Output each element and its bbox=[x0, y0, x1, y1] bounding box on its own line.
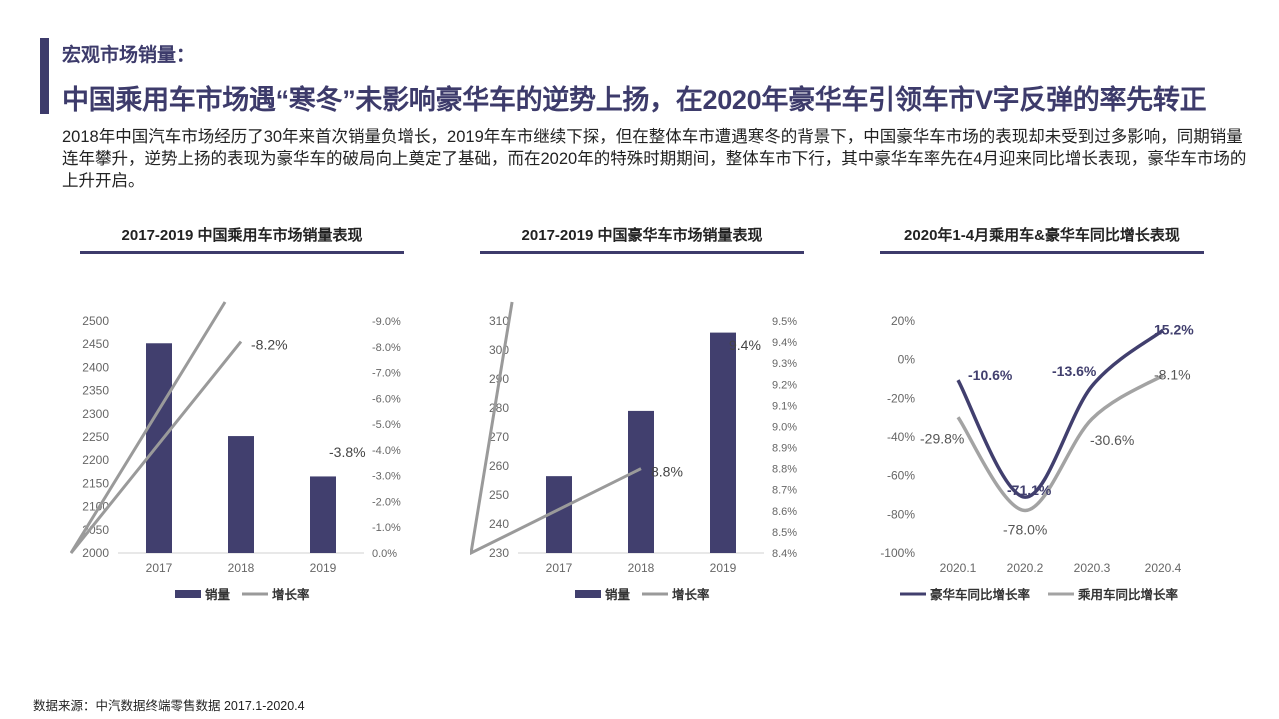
chart3-passenger-line bbox=[956, 373, 1164, 513]
chart2-y-tick-label: 280 bbox=[489, 401, 509, 415]
chart3-y-tick-label: -100% bbox=[880, 546, 915, 560]
chart2-y2-tick-label: 9.1% bbox=[772, 400, 797, 412]
chart2-legend-label: 增长率 bbox=[672, 587, 710, 602]
chart2-y-tick-label: 240 bbox=[489, 517, 509, 531]
chart2-y2-tick-label: 8.6% bbox=[772, 506, 797, 518]
chart3-x-tick-label: 2020.4 bbox=[1145, 561, 1182, 575]
chart1-y2-tick-label: -5.0% bbox=[372, 419, 401, 431]
chart2-y-tick-label: 250 bbox=[489, 488, 509, 502]
chart1-bar bbox=[310, 476, 336, 553]
passenger-sales-chart: 2500245024002350230022502200215021002050… bbox=[70, 301, 401, 602]
chart3-passenger-data-label: -30.6% bbox=[1090, 432, 1134, 448]
chart3-title-rule bbox=[880, 251, 1204, 254]
chart2-title: 2017-2019 中国豪华车市场销量表现 bbox=[521, 227, 763, 244]
chart3-legend-label: 乘用车同比增长率 bbox=[1077, 587, 1179, 602]
chart3-y-tick-label: -40% bbox=[887, 430, 915, 444]
luxury-sales-chart: 3103002902802702602502402309.5%9.4%9.3%9… bbox=[470, 301, 797, 602]
chart1-bar bbox=[228, 436, 254, 553]
chart2-x-tick-label: 2018 bbox=[628, 561, 655, 575]
chart2-legend-label: 销量 bbox=[605, 587, 631, 602]
chart1-y2-tick-label: -9.0% bbox=[372, 316, 401, 328]
chart2-growth-data-label: 9.4% bbox=[729, 337, 761, 353]
chart1-y-tick-label: 2150 bbox=[82, 476, 109, 490]
chart2-legend-swatch-bar bbox=[575, 590, 601, 598]
chart1-growth-data-label: -3.8% bbox=[329, 444, 366, 460]
chart2-y-tick-label: 270 bbox=[489, 430, 509, 444]
chart1-x-tick-label: 2017 bbox=[146, 561, 173, 575]
chart1-title-rule bbox=[80, 251, 404, 254]
chart3-y-tick-label: -20% bbox=[887, 391, 915, 405]
chart3-x-tick-label: 2020.3 bbox=[1074, 561, 1111, 575]
accent-bar bbox=[40, 38, 49, 114]
chart1-y2-tick-label: 0.0% bbox=[372, 548, 397, 560]
chart3-y-tick-label: -60% bbox=[887, 469, 915, 483]
data-source-note: 数据来源：中汽数据终端零售数据 2017.1-2020.4 bbox=[33, 699, 305, 713]
chart1-growth-data-label: -8.2% bbox=[251, 337, 288, 353]
chart1-y2-tick-label: -6.0% bbox=[372, 393, 401, 405]
chart2-y2-tick-label: 8.9% bbox=[772, 443, 797, 455]
chart1-title: 2017-2019 中国乘用车市场销量表现 bbox=[121, 227, 363, 244]
chart3-luxury-line bbox=[956, 328, 1165, 499]
chart2-y2-tick-label: 8.5% bbox=[772, 527, 797, 539]
chart3-y-tick-label: 0% bbox=[898, 353, 916, 367]
chart1-legend-swatch-bar bbox=[175, 590, 201, 598]
chart3-passenger-data-label: -8.1% bbox=[1154, 366, 1191, 382]
chart1-y2-tick-label: -4.0% bbox=[372, 445, 401, 457]
chart2-x-tick-label: 2017 bbox=[546, 561, 573, 575]
chart2-y-tick-label: 260 bbox=[489, 459, 509, 473]
chart2-y2-tick-label: 9.2% bbox=[772, 379, 797, 391]
chart1-y2-tick-label: -3.0% bbox=[372, 471, 401, 483]
chart2-y2-tick-label: 9.4% bbox=[772, 337, 797, 349]
chart2-y2-tick-label: 8.4% bbox=[772, 548, 797, 560]
chart3-legend-label: 豪华车同比增长率 bbox=[930, 587, 1031, 602]
chart2-y2-tick-label: 9.5% bbox=[772, 316, 797, 328]
chart3-x-tick-label: 2020.1 bbox=[940, 561, 977, 575]
chart3-title: 2020年1-4月乘用车&豪华车同比增长表现 bbox=[904, 227, 1180, 244]
chart2-y2-tick-label: 8.7% bbox=[772, 485, 797, 497]
chart3-x-tick-label: 2020.2 bbox=[1007, 561, 1044, 575]
chart2-y2-tick-label: 8.8% bbox=[772, 464, 797, 476]
chart1-growth-line bbox=[70, 301, 243, 554]
chart1-y-tick-label: 2400 bbox=[82, 360, 109, 374]
chart1-y2-tick-label: -1.0% bbox=[372, 522, 401, 534]
chart1-y2-tick-label: -7.0% bbox=[372, 368, 401, 380]
chart1-y-tick-label: 2500 bbox=[82, 314, 109, 328]
chart3-passenger-data-label: -29.8% bbox=[920, 430, 964, 446]
growth-comparison-chart: 20% 0% -20% -40% -60% -80% -100% 2020.1 2020.2 20… bbox=[880, 314, 1194, 602]
chart2-bar bbox=[710, 332, 736, 553]
chart1-x-tick-label: 2019 bbox=[310, 561, 337, 575]
chart1-y-tick-label: 2300 bbox=[82, 407, 109, 421]
chart1-y-tick-label: 2000 bbox=[82, 546, 109, 560]
chart2-x-tick-label: 2019 bbox=[710, 561, 737, 575]
chart3-y-tick-label: 20% bbox=[891, 314, 915, 328]
chart2-title-rule bbox=[480, 251, 804, 254]
chart2-y2-tick-label: 9.3% bbox=[772, 358, 797, 370]
chart2-y2-tick-label: 9.0% bbox=[772, 421, 797, 433]
chart2-y-tick-label: 230 bbox=[489, 546, 509, 560]
chart1-y2-tick-label: -8.0% bbox=[372, 342, 401, 354]
chart1-y-tick-label: 2250 bbox=[82, 430, 109, 444]
chart1-bar bbox=[146, 343, 172, 553]
intro-paragraph: 2018年中国汽车市场经历了30年来首次销量负增长，2019年车市继续下探，但在… bbox=[62, 128, 1247, 190]
chart1-x-tick-label: 2018 bbox=[228, 561, 255, 575]
chart2-bar bbox=[628, 410, 654, 553]
chart3-luxury-data-label: -13.6% bbox=[1052, 363, 1097, 379]
chart2-growth-line bbox=[470, 301, 642, 556]
chart3-luxury-data-label: -71.1% bbox=[1007, 482, 1052, 498]
section-kicker: 宏观市场销量： bbox=[62, 45, 196, 66]
chart1-legend-label: 增长率 bbox=[272, 587, 310, 602]
chart1-y-tick-label: 2450 bbox=[82, 337, 109, 351]
chart1-legend-label: 销量 bbox=[205, 587, 231, 602]
chart2-y-tick-label: 310 bbox=[489, 314, 509, 328]
chart1-y2-tick-label: -2.0% bbox=[372, 496, 401, 508]
chart1-y-tick-label: 2350 bbox=[82, 384, 109, 398]
chart3-luxury-data-label: -10.6% bbox=[968, 367, 1013, 383]
page-title: 中国乘用车市场遇“寒冬”未影响豪华车的逆势上扬，在2020年豪华车引领车市V字反… bbox=[62, 85, 1207, 115]
chart2-growth-data-label: 8.8% bbox=[651, 464, 683, 480]
chart3-luxury-data-label: 15.2% bbox=[1154, 321, 1194, 337]
chart3-passenger-data-label: -78.0% bbox=[1003, 521, 1047, 537]
chart3-y-tick-label: -80% bbox=[887, 507, 915, 521]
chart1-y-tick-label: 2200 bbox=[82, 453, 109, 467]
